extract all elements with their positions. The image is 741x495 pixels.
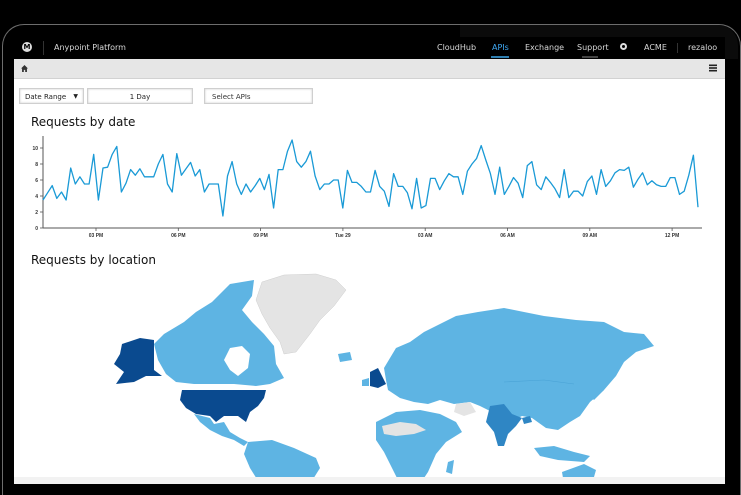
nav-cloudhub[interactable]: CloudHub bbox=[437, 43, 477, 52]
org-selector[interactable]: ACME bbox=[644, 43, 667, 52]
gear-icon[interactable] bbox=[620, 43, 627, 50]
requests-by-location-map[interactable] bbox=[84, 272, 684, 484]
app-title[interactable]: Anypoint Platform bbox=[54, 43, 126, 52]
map-region-alaska[interactable] bbox=[114, 338, 162, 384]
chart-axes: 0 2 4 6 8 10 03 PM 06 PM 09 PM Tue 29 03 AM 06 AM 09… bbox=[32, 136, 702, 239]
hover-indicator bbox=[582, 56, 598, 58]
caret-down-icon: ▼ bbox=[73, 93, 78, 100]
svg-text:2: 2 bbox=[35, 210, 38, 216]
divider bbox=[43, 41, 44, 55]
map-region-united-states[interactable] bbox=[180, 390, 266, 422]
map-region-ireland[interactable] bbox=[362, 378, 369, 386]
map-region-japan[interactable] bbox=[590, 376, 606, 400]
svg-text:06 AM: 06 AM bbox=[500, 233, 515, 239]
home-icon[interactable] bbox=[21, 65, 28, 72]
map-region-iceland[interactable] bbox=[338, 352, 352, 362]
map-region-south-america[interactable] bbox=[244, 440, 320, 484]
svg-text:0: 0 bbox=[35, 226, 38, 232]
user-menu[interactable]: rezaloo bbox=[688, 43, 718, 52]
svg-text:Tue 29: Tue 29 bbox=[335, 233, 351, 239]
svg-text:09 PM: 09 PM bbox=[253, 233, 267, 239]
map-water-hudson-bay bbox=[224, 346, 250, 376]
requests-by-date-chart[interactable]: 0 2 4 6 8 10 03 PM 06 PM 09 PM Tue 29 03 AM 06 AM 09… bbox=[32, 132, 712, 242]
svg-text:09 AM: 09 AM bbox=[583, 233, 598, 239]
app-screen: M Anypoint Platform CloudHub APIs Exchan… bbox=[14, 37, 725, 484]
map-border-line bbox=[503, 379, 575, 385]
mulesoft-logo-icon[interactable]: M bbox=[22, 42, 32, 52]
date-range-label: Date Range bbox=[25, 93, 67, 101]
date-range-value-field[interactable]: 1 Day bbox=[87, 88, 193, 104]
svg-text:10: 10 bbox=[32, 146, 38, 152]
map-region-india[interactable] bbox=[486, 404, 522, 446]
map-region-greenland[interactable] bbox=[255, 273, 347, 355]
svg-text:12 PM: 12 PM bbox=[665, 233, 679, 239]
map-region-eurasia[interactable] bbox=[384, 308, 654, 430]
map-region-bangladesh[interactable] bbox=[522, 416, 532, 424]
svg-text:03 AM: 03 AM bbox=[418, 233, 433, 239]
map-region-mexico-central-america[interactable] bbox=[194, 414, 248, 446]
nav-apis[interactable]: APIs bbox=[492, 43, 509, 52]
breadcrumb-bar bbox=[14, 59, 725, 79]
requests-by-location-title: Requests by location bbox=[31, 253, 156, 267]
date-range-dropdown[interactable]: Date Range ▼ bbox=[19, 88, 84, 104]
nav-support[interactable]: Support bbox=[577, 43, 609, 52]
nav-exchange[interactable]: Exchange bbox=[525, 43, 565, 52]
top-navigation-bar: M Anypoint Platform CloudHub APIs Exchan… bbox=[14, 37, 725, 59]
map-region-united-kingdom[interactable] bbox=[370, 368, 386, 388]
map-region-madagascar[interactable] bbox=[446, 460, 454, 474]
svg-text:4: 4 bbox=[35, 194, 38, 200]
divider bbox=[677, 43, 678, 53]
requests-line-series[interactable] bbox=[42, 139, 699, 217]
active-tab-indicator bbox=[491, 56, 509, 58]
select-apis-input[interactable]: Select APIs bbox=[204, 88, 313, 104]
map-region-canada[interactable] bbox=[154, 280, 284, 386]
map-region-indonesia[interactable] bbox=[534, 446, 590, 462]
requests-by-date-title: Requests by date bbox=[31, 115, 136, 129]
screen-bottom-edge bbox=[14, 477, 725, 484]
svg-text:8: 8 bbox=[35, 162, 38, 168]
map-region-iran[interactable] bbox=[454, 402, 476, 416]
svg-text:06 PM: 06 PM bbox=[171, 233, 185, 239]
svg-text:03 PM: 03 PM bbox=[89, 233, 103, 239]
svg-text:6: 6 bbox=[35, 178, 38, 184]
hamburger-menu-icon[interactable] bbox=[709, 64, 717, 72]
map-region-sahara-no-data[interactable] bbox=[382, 422, 426, 436]
